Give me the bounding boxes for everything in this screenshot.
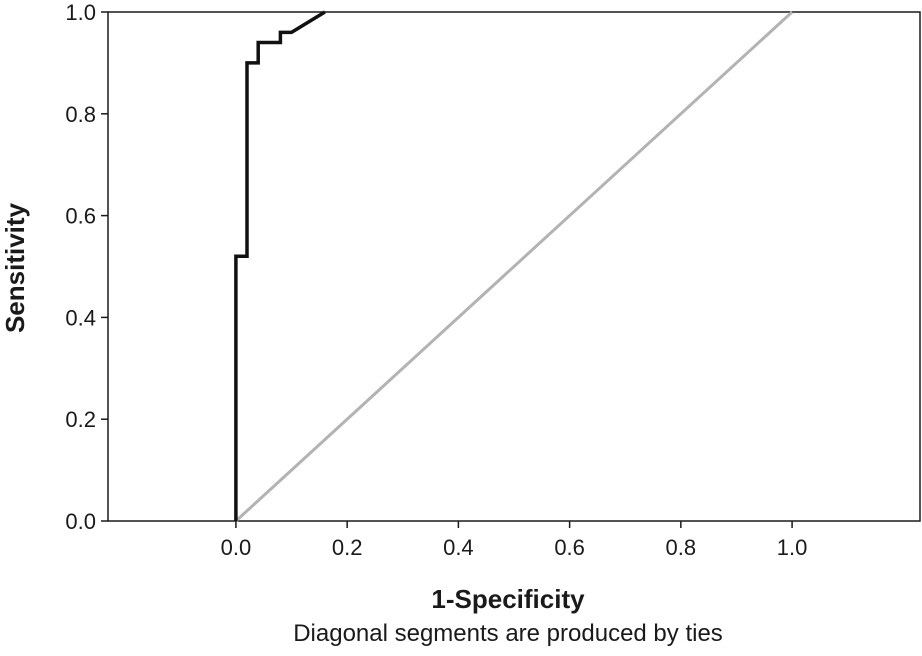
x-axis-title: 1-Specificity (431, 584, 585, 614)
y-axis-title: Sensitivity (0, 202, 30, 333)
x-tick-label: 0.8 (666, 535, 697, 560)
y-tick-label: 0.6 (65, 204, 96, 229)
roc-curve-line (234, 10, 326, 521)
x-tick-label: 0.2 (332, 535, 363, 560)
x-tick-label: 0.0 (221, 535, 252, 560)
chart-marks (234, 10, 794, 523)
y-tick-label: 0.2 (65, 407, 96, 432)
x-tick-label: 0.6 (554, 535, 585, 560)
x-tick-label: 1.0 (777, 535, 808, 560)
x-tick-label: 0.4 (443, 535, 474, 560)
y-tick-label: 0.8 (65, 102, 96, 127)
y-tick-label: 0.4 (65, 305, 96, 330)
chart-footnote: Diagonal segments are produced by ties (293, 620, 723, 647)
y-tick-label: 0.0 (65, 509, 96, 534)
plot-frame (107, 11, 921, 522)
chart-ticks: 0.0 0.2 0.4 0.6 0.8 1.0 0.0 0.2 0.4 0.6 0.8 1.0 (65, 0, 807, 560)
reference-diagonal-line (234, 10, 794, 523)
y-tick-label: 1.0 (65, 0, 96, 25)
